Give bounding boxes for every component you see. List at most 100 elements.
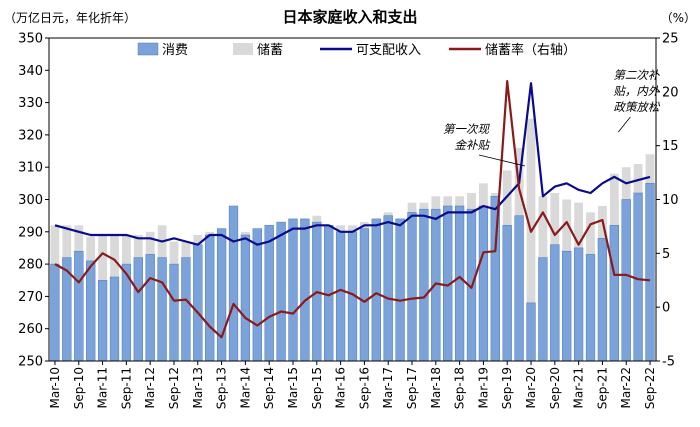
plot-area: 250 260 270 280 290 300 310 320 330 340 350 -5 0 5 10 1… xyxy=(18,32,678,410)
saving-bar xyxy=(550,193,560,245)
x-tick-label: Mar-22 xyxy=(619,367,633,408)
consumption-bar xyxy=(193,244,203,362)
consumption-bar xyxy=(300,218,310,362)
income-line xyxy=(54,82,651,246)
annotation-2-text: 贴，内外 xyxy=(613,84,660,98)
consumption-bar xyxy=(573,247,584,362)
consumption-bar xyxy=(526,302,536,362)
x-tick-label: Mar-20 xyxy=(524,367,538,408)
x-tick-label: Mar-15 xyxy=(286,367,300,408)
saving-bar xyxy=(645,154,655,184)
x-tick-label: Sep-22 xyxy=(643,367,657,409)
consumption-bar xyxy=(383,215,393,362)
y2-tick-label: 10 xyxy=(662,193,679,208)
y2-tick-label: -5 xyxy=(662,355,675,370)
x-tick-label: Mar-21 xyxy=(572,367,586,408)
y-tick-label: 350 xyxy=(18,32,43,47)
saving-bar xyxy=(574,202,583,248)
consumption-bar xyxy=(478,205,489,362)
consumption-bar xyxy=(359,228,370,362)
consumption-bar xyxy=(395,218,405,362)
consumption-bar xyxy=(538,257,548,362)
x-tick-label: Sep-11 xyxy=(119,367,133,409)
legend-consumption-label: 消费 xyxy=(162,43,188,58)
saving-bar xyxy=(336,225,345,232)
saving-bar xyxy=(490,193,500,197)
saving-bar xyxy=(50,225,60,265)
annotation-2-arrow xyxy=(618,116,631,133)
consumption-bar xyxy=(264,225,274,362)
saving-bar xyxy=(609,173,619,226)
legend-saving-swatch xyxy=(233,43,253,55)
annotation-2-text: 第二次补 xyxy=(613,68,660,82)
consumption-bar xyxy=(609,225,619,362)
consumption-bar xyxy=(550,244,560,362)
x-tick-label: Sep-19 xyxy=(500,367,514,409)
saving-bar xyxy=(479,183,488,206)
y2-tick-label: 5 xyxy=(662,247,670,262)
x-tick-label: Mar-14 xyxy=(238,367,252,408)
x-tick-label: Sep-13 xyxy=(215,367,229,409)
x-tick-label: Sep-21 xyxy=(595,367,609,409)
consumption-bar xyxy=(252,228,262,362)
x-tick-label: Sep-15 xyxy=(310,367,324,409)
y-tick-label: 270 xyxy=(18,290,43,305)
legend-saving-rate-label: 储蓄率（右轴） xyxy=(485,42,576,58)
saving-bar xyxy=(431,196,441,210)
x-tick-label: Mar-19 xyxy=(476,367,490,408)
legend-consumption-swatch xyxy=(137,42,159,56)
y2-tick-label: 0 xyxy=(662,301,670,316)
consumption-bar xyxy=(585,254,596,362)
saving-bar xyxy=(241,231,250,235)
saving-bar xyxy=(562,199,572,252)
y2-tick-label: 15 xyxy=(662,139,679,154)
annotation-1-arrow xyxy=(478,154,526,167)
saving-rate-line xyxy=(54,79,651,339)
saving-bar xyxy=(407,202,417,213)
x-tick-label: Sep-20 xyxy=(548,367,562,409)
x-tick-label: Sep-10 xyxy=(72,367,86,409)
saving-bar xyxy=(312,215,322,223)
saving-bar xyxy=(443,196,453,206)
saving-bar xyxy=(98,235,107,281)
legend: 消费 储蓄 可支配收入 储蓄率（右轴） xyxy=(137,42,576,58)
saving-bar xyxy=(205,231,215,235)
consumption-bar xyxy=(407,212,417,362)
consumption-bar xyxy=(454,205,465,362)
saving-bar xyxy=(62,225,72,258)
y-tick-label: 320 xyxy=(18,128,43,143)
consumption-bar xyxy=(276,221,286,362)
saving-bar xyxy=(586,212,595,255)
consumption-bar xyxy=(109,276,120,362)
saving-bar xyxy=(181,241,191,258)
consumption-bar xyxy=(228,205,239,362)
consumption-bar xyxy=(181,257,191,362)
x-tick-label: Sep-12 xyxy=(167,367,181,409)
saving-bar xyxy=(383,212,393,216)
right-axis-unit: （%） xyxy=(661,11,696,25)
saving-bar xyxy=(169,241,179,265)
consumption-bar xyxy=(50,263,60,362)
annotation-2-text: 政策放松 xyxy=(613,100,660,114)
x-tick-label: Sep-18 xyxy=(453,367,467,409)
saving-bar xyxy=(633,164,643,194)
saving-bar xyxy=(110,235,119,277)
saving-bar xyxy=(74,225,84,252)
consumption-bar xyxy=(145,254,155,362)
y-tick-label: 280 xyxy=(18,258,43,273)
x-tick-label: Mar-11 xyxy=(96,367,110,408)
legend-saving-label: 储蓄 xyxy=(257,43,283,58)
consumption-bar xyxy=(86,260,96,362)
x-tick-label: Mar-16 xyxy=(334,367,348,408)
x-tick-label: Mar-12 xyxy=(143,367,157,408)
y-tick-label: 250 xyxy=(18,355,43,370)
y-tick-label: 290 xyxy=(18,225,43,240)
left-axis-unit: （万亿日元，年化折年） xyxy=(4,10,136,25)
x-tick-label: Mar-10 xyxy=(48,367,62,408)
y-tick-label: 330 xyxy=(18,96,43,111)
y2-tick-label: 25 xyxy=(662,32,679,47)
saving-bar xyxy=(133,235,143,258)
saving-bar xyxy=(419,202,429,210)
consumption-bar xyxy=(169,263,179,362)
